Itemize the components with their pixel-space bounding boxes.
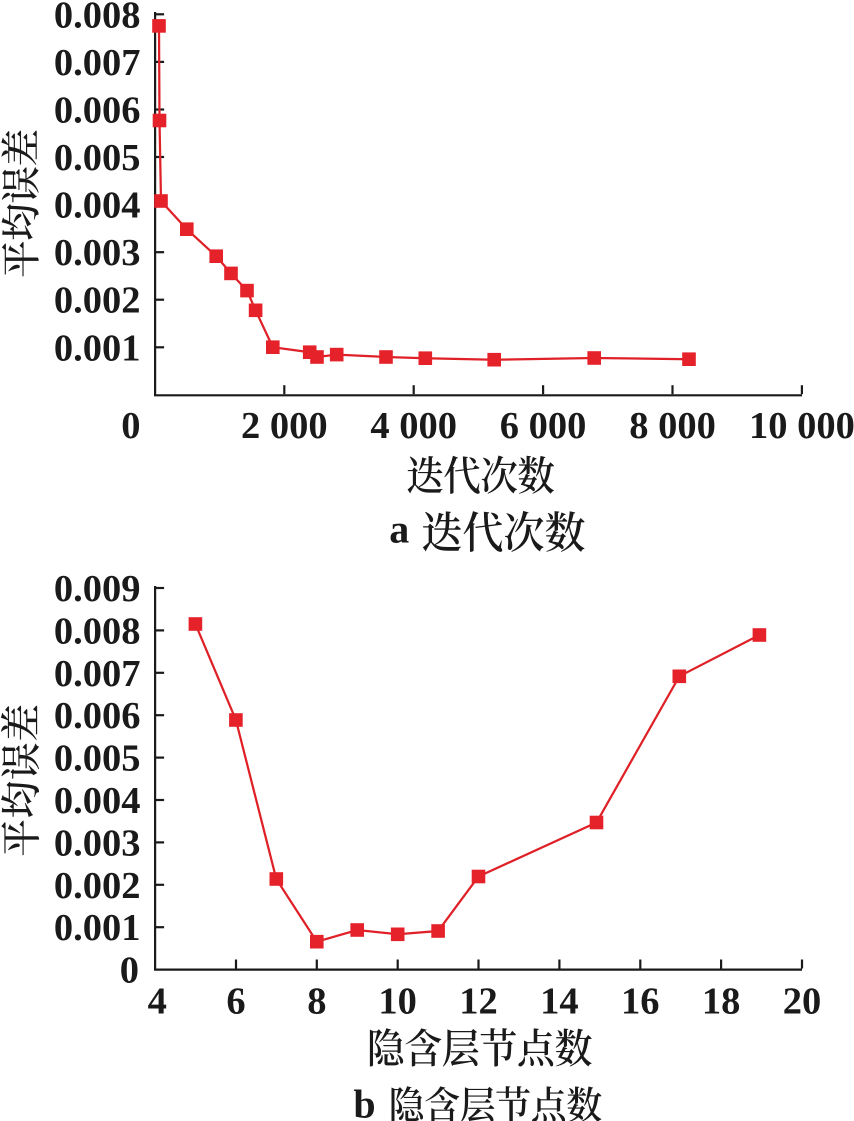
svg-text:0.003: 0.003 [54, 822, 141, 864]
svg-text:0.002: 0.002 [54, 865, 141, 907]
svg-text:0.007: 0.007 [54, 42, 141, 84]
svg-text:4 000: 4 000 [370, 405, 457, 447]
svg-text:0.005: 0.005 [54, 137, 141, 179]
svg-text:0.006: 0.006 [54, 695, 141, 737]
svg-text:0.002: 0.002 [54, 280, 141, 322]
svg-text:0: 0 [120, 950, 139, 992]
svg-text:b: b [353, 1081, 375, 1121]
svg-text:0.004: 0.004 [54, 185, 141, 227]
svg-text:0.004: 0.004 [54, 780, 141, 822]
svg-text:10 000: 10 000 [749, 405, 854, 447]
svg-text:0.008: 0.008 [54, 610, 141, 652]
svg-text:8 000: 8 000 [629, 405, 716, 447]
svg-text:0.003: 0.003 [54, 232, 141, 274]
svg-text:0.006: 0.006 [54, 90, 141, 132]
svg-text:8: 8 [307, 980, 326, 1022]
svg-text:0.001: 0.001 [54, 327, 141, 369]
svg-text:0: 0 [121, 405, 140, 447]
svg-text:12: 12 [459, 980, 498, 1022]
svg-text:0.001: 0.001 [54, 907, 141, 949]
svg-text:20: 20 [783, 980, 822, 1022]
svg-text:6 000: 6 000 [500, 405, 587, 447]
svg-text:18: 18 [702, 980, 741, 1022]
svg-text:6: 6 [226, 980, 245, 1022]
svg-text:a: a [389, 507, 409, 552]
svg-text:0.009: 0.009 [54, 568, 141, 610]
svg-text:4: 4 [148, 980, 167, 1022]
svg-text:0.005: 0.005 [54, 738, 141, 780]
svg-text:0.008: 0.008 [54, 0, 141, 36]
svg-text:10: 10 [378, 980, 417, 1022]
svg-text:0.007: 0.007 [54, 653, 141, 695]
svg-text:14: 14 [540, 980, 579, 1022]
svg-text:16: 16 [621, 980, 660, 1022]
svg-text:2 000: 2 000 [241, 405, 328, 447]
